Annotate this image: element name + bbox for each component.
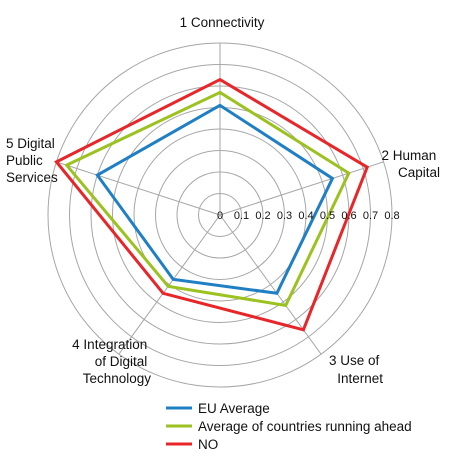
legend-label-eu-average: EU Average (198, 401, 270, 416)
tick-label: 0.4 (298, 210, 313, 222)
axis-spoke (118, 214, 221, 355)
tick-label: 0.7 (363, 210, 378, 222)
legend-label-no: NO (198, 437, 218, 452)
series-polygon (54, 77, 370, 332)
axis-label-digital-public-services: 5 Digital Public Services (6, 136, 59, 185)
tick-label: 0.6 (341, 210, 356, 222)
axis-labels: 1 Connectivity 2 Human Capital 3 Use of … (6, 15, 440, 386)
tick-label: 0.2 (255, 210, 270, 222)
legend-item-no: NO (166, 437, 218, 452)
axis-label-human-capital: 2 Human Capital (381, 148, 440, 180)
tick-label: 0.3 (277, 210, 292, 222)
tick-labels: 0 0.1 0.2 0.3 0.4 0.5 0.6 0.7 0.8 (217, 210, 400, 222)
axis-spoke (219, 161, 384, 216)
tick-label: 0.1 (234, 210, 249, 222)
legend: EU Average Average of countries running … (166, 401, 412, 452)
legend-label-countries-running-ahead: Average of countries running ahead (198, 419, 412, 434)
axis-label-integration-of-digital-technology: 4 Integration of Digital Technology (72, 337, 151, 386)
legend-item-countries-running-ahead: Average of countries running ahead (166, 419, 412, 434)
series-polygons (54, 77, 370, 332)
axis-label-connectivity: 1 Connectivity (180, 15, 265, 30)
series-polygon (64, 90, 351, 308)
axis-label-use-of-internet: 3 Use of Internet (329, 353, 383, 386)
axis-spoke (56, 161, 221, 216)
series-polygon (95, 103, 335, 295)
tick-label: 0 (217, 210, 223, 222)
tick-label: 0.8 (384, 210, 399, 222)
legend-item-eu-average: EU Average (166, 401, 270, 416)
tick-label: 0.5 (320, 210, 335, 222)
